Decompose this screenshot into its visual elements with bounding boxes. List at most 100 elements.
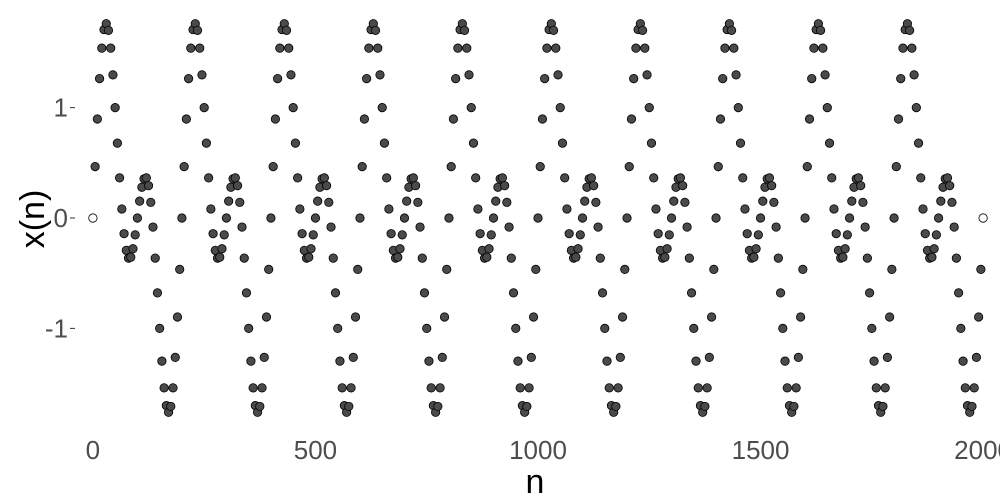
data-point xyxy=(141,173,151,183)
data-point xyxy=(235,197,245,207)
data-point xyxy=(290,138,301,148)
data-point xyxy=(796,312,806,322)
axes-layer: 0 500 1000 1500 2000 -1 0 1 xyxy=(45,93,1000,465)
data-point xyxy=(755,213,766,223)
data-point xyxy=(433,401,443,412)
data-point xyxy=(526,352,536,363)
data-point xyxy=(224,196,234,206)
data-point xyxy=(255,401,265,412)
data-point xyxy=(426,383,436,393)
data-point xyxy=(186,43,196,53)
data-point xyxy=(720,43,730,53)
data-point xyxy=(531,264,541,274)
data-point xyxy=(624,162,634,172)
data-point xyxy=(119,229,129,239)
y-tick-label: 1 xyxy=(54,93,68,123)
data-point xyxy=(306,244,316,254)
data-point xyxy=(553,70,563,80)
data-point xyxy=(259,352,269,363)
data-point xyxy=(270,114,280,124)
data-point xyxy=(384,204,394,214)
data-point xyxy=(613,383,623,393)
data-point xyxy=(976,264,986,274)
data-point xyxy=(644,103,654,113)
data-point xyxy=(281,25,292,35)
data-point xyxy=(827,173,837,183)
data-point xyxy=(791,383,801,393)
data-point xyxy=(911,103,921,113)
data-point xyxy=(359,114,370,124)
y-tick-label: -1 xyxy=(45,313,68,343)
data-point xyxy=(117,204,127,214)
data-point xyxy=(540,73,550,84)
data-point xyxy=(244,323,254,333)
data-point xyxy=(413,197,423,207)
data-point xyxy=(711,213,721,223)
data-point xyxy=(399,213,410,223)
data-point xyxy=(918,204,928,214)
data-point xyxy=(337,383,347,393)
data-point xyxy=(500,181,510,191)
data-point xyxy=(898,43,908,53)
data-point xyxy=(192,25,203,35)
data-point xyxy=(891,162,901,172)
data-point xyxy=(824,138,835,148)
data-point xyxy=(740,204,750,214)
data-point xyxy=(682,222,692,232)
data-point xyxy=(927,252,937,262)
data-point xyxy=(800,213,810,223)
data-point xyxy=(758,196,768,206)
y-tick-label: 0 xyxy=(54,203,68,233)
data-point xyxy=(867,323,877,333)
data-point xyxy=(473,204,483,214)
data-point xyxy=(555,103,565,113)
data-point xyxy=(907,43,917,53)
data-point xyxy=(920,229,930,239)
data-point xyxy=(468,138,479,148)
data-point xyxy=(798,264,808,274)
data-point xyxy=(310,213,321,223)
data-point xyxy=(680,197,690,207)
data-point xyxy=(459,25,470,35)
data-point xyxy=(159,383,169,393)
data-point xyxy=(293,173,303,183)
data-point xyxy=(166,401,176,412)
data-point xyxy=(511,323,521,333)
data-point xyxy=(729,43,739,53)
data-point xyxy=(660,252,670,262)
data-point xyxy=(128,244,138,254)
data-point xyxy=(364,43,374,53)
data-point xyxy=(288,103,298,113)
data-point xyxy=(273,73,283,84)
data-point xyxy=(775,288,786,298)
data-point xyxy=(132,213,143,223)
data-point xyxy=(822,103,832,113)
data-point xyxy=(586,173,597,183)
data-point xyxy=(535,162,545,172)
data-point xyxy=(816,25,826,35)
data-point xyxy=(373,43,383,53)
data-point xyxy=(333,323,343,333)
data-point xyxy=(126,252,136,262)
data-point xyxy=(686,288,697,298)
data-point xyxy=(949,222,959,232)
data-point xyxy=(778,323,788,333)
data-point xyxy=(181,114,191,124)
data-point xyxy=(353,264,363,274)
data-point xyxy=(749,252,759,262)
data-point xyxy=(929,244,939,254)
data-point xyxy=(382,173,392,183)
data-point xyxy=(709,264,719,274)
data-point xyxy=(642,70,652,80)
data-point xyxy=(589,181,599,191)
data-point xyxy=(402,196,412,206)
data-point xyxy=(831,229,841,239)
data-point xyxy=(637,25,648,35)
data-point xyxy=(537,114,548,124)
data-point xyxy=(693,383,703,393)
data-point xyxy=(809,43,819,53)
data-point xyxy=(960,383,970,393)
data-point xyxy=(789,401,799,412)
data-point xyxy=(631,43,641,53)
